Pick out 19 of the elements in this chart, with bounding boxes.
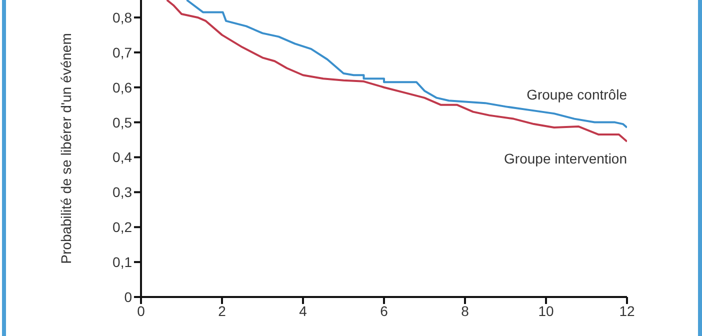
y-tick-label: 0,3: [112, 184, 132, 200]
x-tick-label: 12: [619, 302, 635, 319]
x-tick-label: 0: [137, 302, 146, 319]
x-tick-label: 8: [461, 302, 470, 319]
series-label: Groupe intervention: [504, 150, 627, 167]
series-label: Groupe contrôle: [526, 86, 628, 103]
x-tick-label: 2: [218, 302, 226, 319]
y-tick-label: 0,2: [112, 219, 132, 236]
x-tick-label: 6: [380, 302, 388, 319]
y-tick-label: 0: [124, 288, 132, 305]
y-tick-label: 0,5: [112, 114, 132, 130]
y-axis-title: Probabilité de se libérer d'un événem: [58, 33, 74, 264]
y-tick-label: 0,6: [112, 79, 132, 96]
y-tick-label: 0,8: [112, 9, 132, 26]
y-tick-label: 0,4: [112, 149, 132, 166]
x-tick-label: 4: [299, 302, 308, 319]
y-tick-label: 0,1: [112, 254, 132, 270]
y-tick-label: 0,7: [112, 44, 132, 60]
x-tick-label: 10: [538, 302, 554, 319]
